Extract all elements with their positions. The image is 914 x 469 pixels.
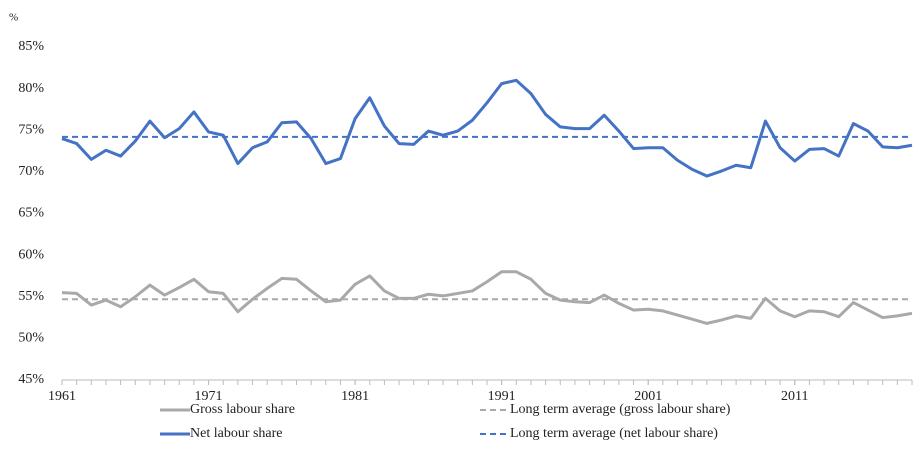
y-tick-label: 80% [18,81,44,96]
y-tick-label: 70% [18,164,44,179]
legend-label: Gross labour share [190,402,295,417]
y-tick-label: 55% [18,289,44,304]
y-tick-label: 75% [18,122,44,137]
y-tick-label: 65% [18,206,44,221]
x-tick-label: 1991 [488,389,516,404]
y-tick-label: 85% [18,39,44,54]
legend-label: Long term average (gross labour share) [510,402,731,417]
y-tick-label: 50% [18,331,44,346]
y-tick-label: 45% [18,372,44,387]
series-line [61,270,913,325]
x-tick-label: 1961 [48,389,76,404]
x-tick-label: 2011 [781,389,808,404]
legend-label: Net labour share [190,426,283,441]
y-axis-unit: % [9,12,18,24]
series-line [61,78,913,178]
x-tick-label: 2001 [634,389,662,404]
x-tick-label: 1971 [195,389,223,404]
x-tick-label: 1981 [341,389,369,404]
y-tick-label: 60% [18,247,44,262]
legend-label: Long term average (net labour share) [510,426,718,441]
